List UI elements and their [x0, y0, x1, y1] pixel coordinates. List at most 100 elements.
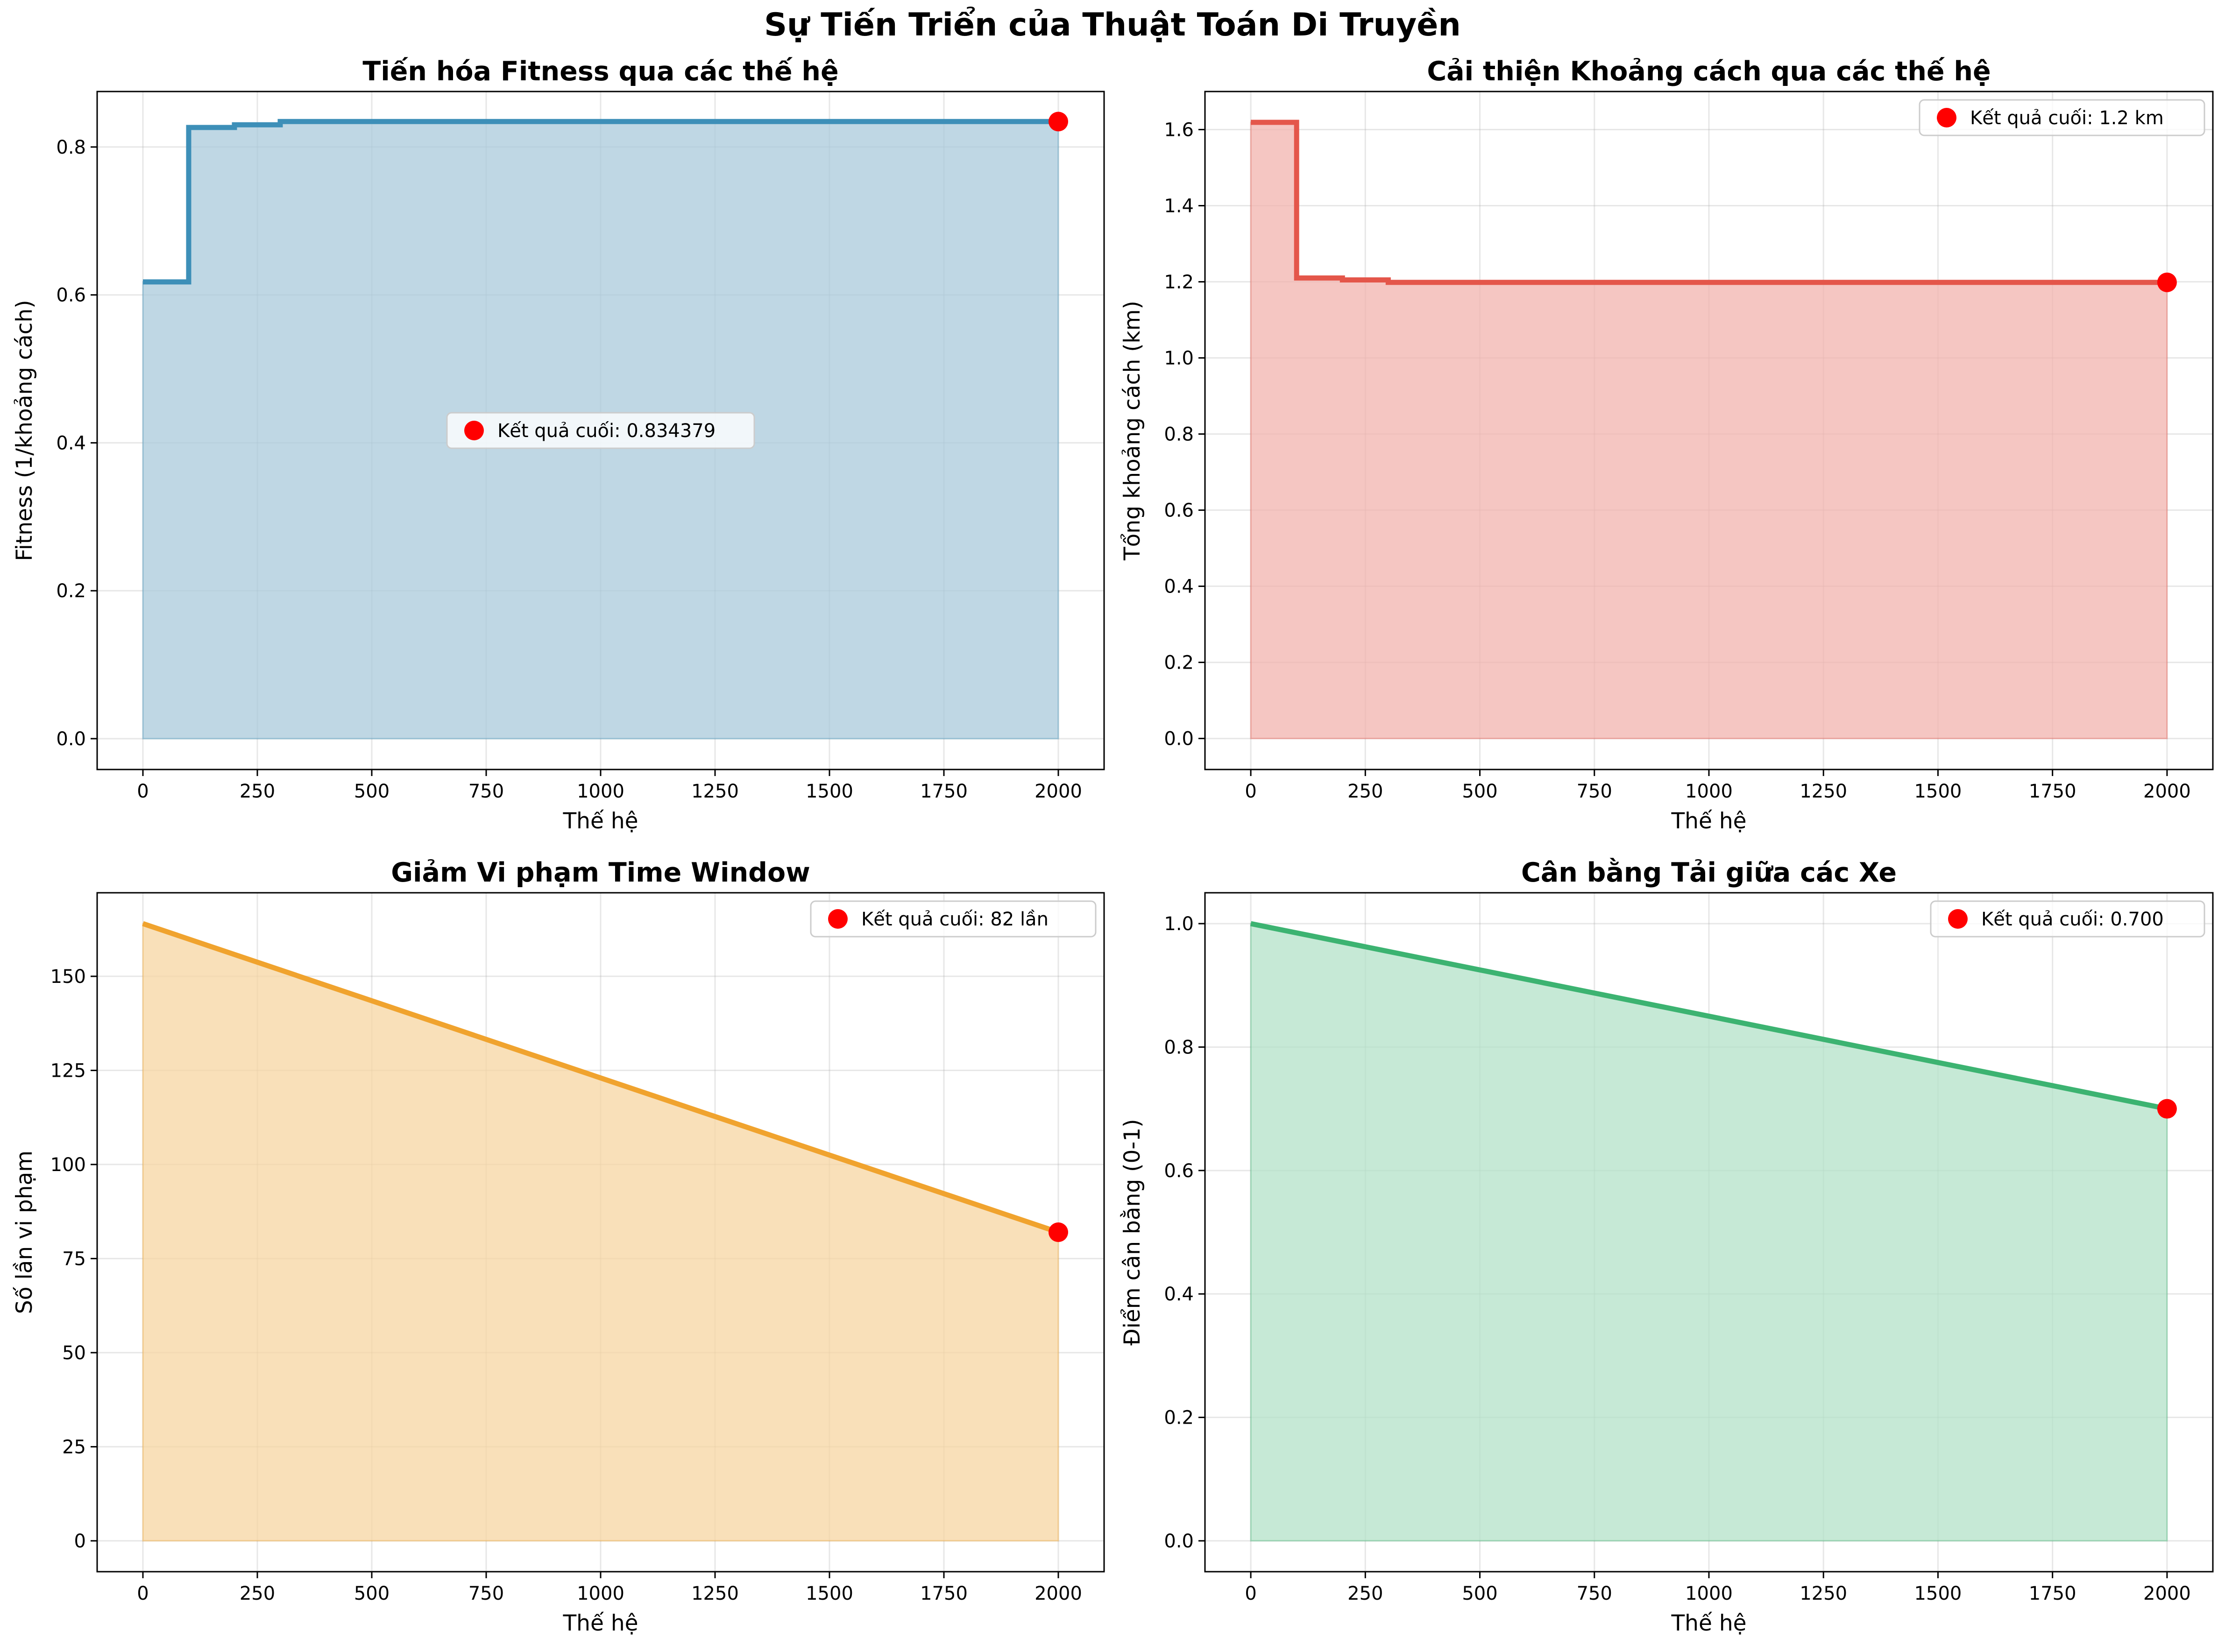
legend-marker: [828, 909, 848, 929]
legend-marker: [1937, 108, 1956, 127]
x-tick-label: 1500: [806, 781, 853, 802]
panel-title: Cân bằng Tải giữa các Xe: [1521, 857, 1897, 888]
x-tick-label: 1750: [920, 1583, 968, 1604]
legend: Kết quả cuối: 1.2 km: [1919, 99, 2205, 136]
x-axis-label: Thế hệ: [1671, 808, 1746, 834]
legend: Kết quả cuối: 82 lần: [810, 900, 1097, 938]
x-tick-label: 0: [137, 1583, 149, 1604]
legend-box: [810, 900, 1097, 938]
x-tick-label: 0: [1245, 781, 1256, 802]
y-tick-label: 75: [62, 1248, 86, 1270]
y-tick-label: 100: [50, 1154, 86, 1176]
final-result-marker: [2157, 272, 2177, 292]
x-tick-label: 250: [1347, 1583, 1383, 1604]
x-tick-label: 1750: [920, 781, 968, 802]
x-tick-label: 1500: [806, 1583, 853, 1604]
legend-box: [446, 412, 755, 449]
y-tick-label: 0.8: [1164, 424, 1194, 445]
legend-label: Kết quả cuối: 0.700: [1981, 909, 2164, 930]
x-tick-label: 1250: [691, 1583, 739, 1604]
x-tick-label: 1750: [2029, 1583, 2076, 1604]
legend-label: Kết quả cuối: 1.2 km: [1970, 107, 2164, 129]
x-tick-label: 750: [1577, 781, 1612, 802]
y-tick-label: 0.4: [1164, 1284, 1194, 1305]
y-tick-label: 150: [50, 966, 86, 988]
chart-panel-2: 0 250 500 750 1000 1250 1500 1750 2000 0.0 0.2 0.4 0…: [1120, 56, 2214, 834]
legend-label: Kết quả cuối: 0.834379: [497, 420, 716, 442]
x-tick-label: 500: [354, 1583, 390, 1604]
y-tick-label: 1.4: [1164, 196, 1194, 217]
x-tick-label: 2000: [2143, 1583, 2191, 1604]
legend-box: [1919, 99, 2205, 136]
y-tick-label: 0.4: [56, 432, 86, 454]
x-tick-label: 250: [240, 781, 275, 802]
x-tick-label: 750: [468, 1583, 504, 1604]
x-tick-label: 1500: [1914, 781, 1962, 802]
series-line: [143, 119, 1061, 285]
chart-panel-1: 0 250 500 750 1000 1250 1500 1750 2000 0.0 0.2 0.4 0…: [12, 56, 1105, 834]
legend: Kết quả cuối: 0.834379: [446, 412, 755, 449]
x-tick-label: 1750: [2029, 781, 2076, 802]
x-tick-label: 750: [468, 781, 504, 802]
final-result-marker: [1049, 112, 1068, 132]
x-tick-label: 750: [1577, 1583, 1612, 1604]
y-tick-label: 0.8: [1164, 1037, 1194, 1058]
y-tick-label: 0.4: [1164, 576, 1194, 598]
legend-marker: [1948, 909, 1968, 929]
x-tick-label: 1000: [1685, 1583, 1733, 1604]
y-axis-label: Điểm cân bằng (0-1): [1120, 1119, 1145, 1345]
legend-box: [1930, 900, 2205, 938]
final-result-marker: [1049, 1222, 1068, 1242]
x-tick-label: 500: [354, 781, 390, 802]
x-tick-label: 1250: [691, 781, 739, 802]
y-tick-label: 50: [62, 1342, 86, 1364]
y-tick-label: 0.8: [56, 137, 86, 158]
y-tick-label: 25: [62, 1436, 86, 1458]
final-result-marker: [2157, 1099, 2177, 1119]
y-tick-label: 0.2: [1164, 652, 1194, 674]
y-tick-label: 0.2: [56, 580, 86, 602]
x-tick-label: 2000: [1035, 1583, 1082, 1604]
panel-title: Tiến hóa Fitness qua các thế hệ: [362, 56, 838, 87]
y-tick-label: 1.6: [1164, 120, 1194, 141]
x-tick-label: 500: [1462, 781, 1497, 802]
y-tick-label: 1.0: [1164, 348, 1194, 369]
y-tick-label: 1.0: [1164, 913, 1194, 935]
y-tick-label: 0.2: [1164, 1407, 1194, 1429]
x-tick-label: 1250: [1800, 1583, 1847, 1604]
chart-panel-3: 0 250 500 750 1000 1250 1500 1750 2000 0 25 50 75 100…: [12, 857, 1105, 1636]
y-tick-label: 125: [50, 1060, 86, 1081]
series-line: [1250, 921, 2168, 1112]
y-axis-label: Số lần vi phạm: [12, 1151, 37, 1314]
x-axis-label: Thế hệ: [562, 808, 638, 834]
y-tick-label: 0.0: [1164, 728, 1194, 750]
chart-panel-4: 0 250 500 750 1000 1250 1500 1750 2000 0.0 0.2 0.4 0…: [1120, 857, 2214, 1636]
x-tick-label: 2000: [2143, 781, 2191, 802]
x-tick-label: 250: [1347, 781, 1383, 802]
y-tick-label: 0.0: [1164, 1531, 1194, 1552]
x-tick-label: 250: [240, 1583, 275, 1604]
x-tick-label: 1000: [577, 1583, 624, 1604]
legend-label: Kết quả cuối: 82 lần: [861, 909, 1049, 930]
series-line: [142, 921, 1059, 1235]
y-tick-label: 0.6: [1164, 500, 1194, 522]
panel-title: Giảm Vi phạm Time Window: [391, 857, 810, 888]
x-tick-label: 1000: [1685, 781, 1733, 802]
y-tick-label: 0: [74, 1531, 86, 1552]
figure-title: Sự Tiến Triển của Thuật Toán Di Truyền: [764, 7, 1461, 43]
series-line: [1251, 120, 2167, 285]
x-tick-label: 500: [1462, 1583, 1497, 1604]
y-axis-label: Fitness (1/khoảng cách): [12, 300, 37, 561]
x-tick-label: 2000: [1035, 781, 1082, 802]
y-tick-label: 0.6: [56, 285, 86, 306]
x-tick-label: 1000: [577, 781, 624, 802]
y-tick-label: 0.6: [1164, 1160, 1194, 1182]
x-tick-label: 0: [1245, 1583, 1256, 1604]
x-axis-label: Thế hệ: [562, 1610, 638, 1636]
x-axis-label: Thế hệ: [1671, 1610, 1746, 1636]
y-tick-label: 1.2: [1164, 272, 1194, 293]
legend: Kết quả cuối: 0.700: [1930, 900, 2205, 938]
x-tick-label: 0: [137, 781, 149, 802]
x-tick-label: 1250: [1800, 781, 1847, 802]
